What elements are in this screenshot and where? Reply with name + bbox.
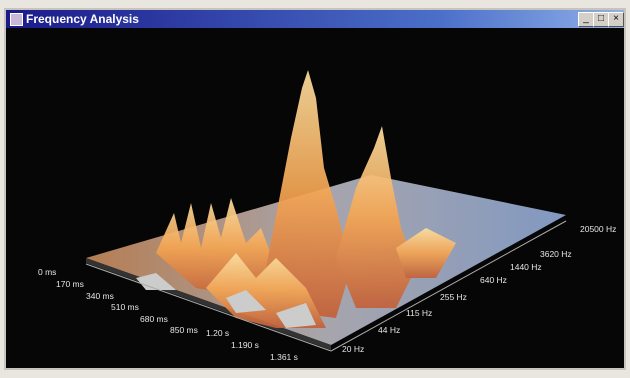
frequency-label: 20500 Hz	[580, 224, 616, 234]
time-label: 1.190 s	[231, 340, 259, 350]
frequency-label: 44 Hz	[378, 325, 400, 335]
plot-area: 0 ms 170 ms 340 ms 510 ms 680 ms 850 ms …	[6, 28, 624, 368]
time-label: 510 ms	[111, 302, 139, 312]
maximize-button[interactable]: □	[593, 12, 609, 27]
frequency-label: 255 Hz	[440, 292, 467, 302]
time-axis	[85, 263, 332, 352]
time-label: 1.361 s	[270, 352, 298, 362]
minimize-button[interactable]: _	[578, 12, 594, 27]
time-label: 340 ms	[86, 291, 114, 301]
time-label: 0 ms	[38, 267, 56, 277]
frequency-label: 3620 Hz	[540, 249, 572, 259]
time-label: 850 ms	[170, 325, 198, 335]
time-label: 1.20 s	[206, 328, 229, 338]
time-label: 170 ms	[56, 279, 84, 289]
frequency-label: 640 Hz	[480, 275, 507, 285]
frequency-label: 115 Hz	[406, 308, 432, 318]
window: Frequency Analysis _ □ ×	[4, 8, 626, 370]
frequency-label: 20 Hz	[342, 344, 364, 354]
frequency-axis	[330, 220, 567, 352]
window-icon	[10, 13, 23, 26]
window-title: Frequency Analysis	[26, 12, 139, 26]
frequency-label: 1440 Hz	[510, 262, 542, 272]
time-label: 680 ms	[140, 314, 168, 324]
close-button[interactable]: ×	[608, 12, 624, 27]
title-bar: Frequency Analysis _ □ ×	[6, 10, 624, 28]
